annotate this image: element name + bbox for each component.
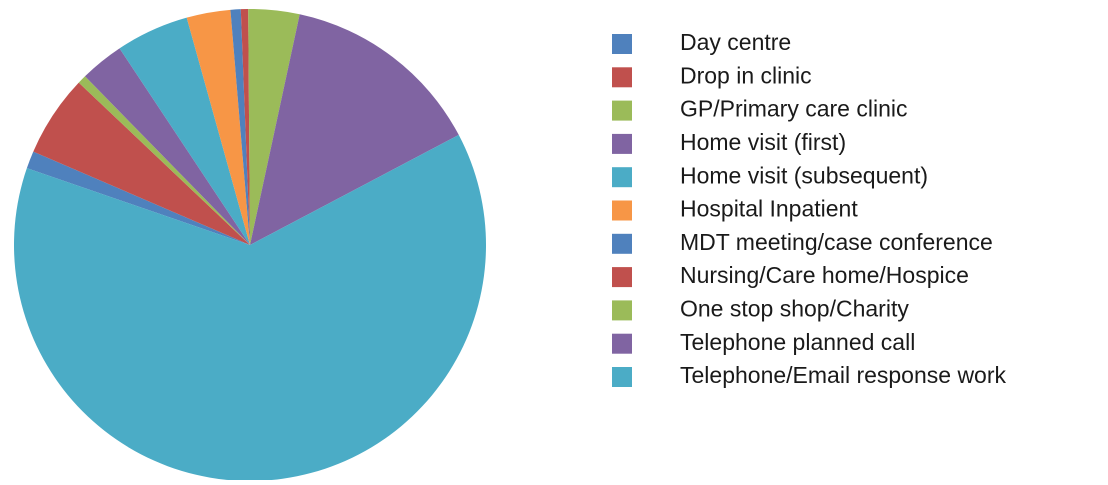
legend-label: Telephone planned call bbox=[680, 329, 915, 355]
legend-swatch bbox=[612, 67, 632, 88]
legend-swatch bbox=[612, 367, 632, 387]
legend-swatch bbox=[612, 333, 632, 354]
legend-swatch bbox=[612, 133, 632, 154]
legend-label: Hospital Inpatient bbox=[680, 196, 858, 222]
pie-slice bbox=[33, 82, 250, 245]
legend-swatch bbox=[612, 34, 632, 54]
legend-label: Home visit (subsequent) bbox=[680, 162, 928, 188]
pie-slice bbox=[250, 14, 459, 245]
legend-label: Telephone/Email response work bbox=[680, 362, 1007, 388]
pie-slice bbox=[186, 9, 250, 246]
legend-label: GP/Primary care clinic bbox=[680, 96, 907, 122]
legend-label: MDT meeting/case conference bbox=[680, 229, 993, 255]
pie-slice bbox=[240, 9, 250, 246]
legend-label: Home visit (first) bbox=[680, 129, 846, 155]
legend-swatch bbox=[612, 300, 632, 321]
pie-slice bbox=[119, 17, 250, 245]
legend-swatch bbox=[612, 200, 632, 221]
pie-slice bbox=[26, 151, 250, 245]
pie-slice bbox=[248, 9, 300, 246]
legend-swatch bbox=[612, 100, 632, 121]
legend-swatch bbox=[612, 167, 632, 188]
legend-swatch bbox=[612, 233, 632, 254]
legend-label: Nursing/Care home/Hospice bbox=[680, 262, 969, 288]
legend-swatch bbox=[612, 267, 632, 288]
legend-label: Drop in clinic bbox=[680, 62, 812, 88]
pie-slice bbox=[230, 9, 250, 246]
legend-label: Day centre bbox=[680, 29, 791, 55]
pie-slice bbox=[13, 134, 487, 482]
legend-label: One stop shop/Charity bbox=[680, 295, 909, 321]
pie-slice bbox=[78, 76, 251, 245]
pie-slice bbox=[84, 48, 250, 245]
